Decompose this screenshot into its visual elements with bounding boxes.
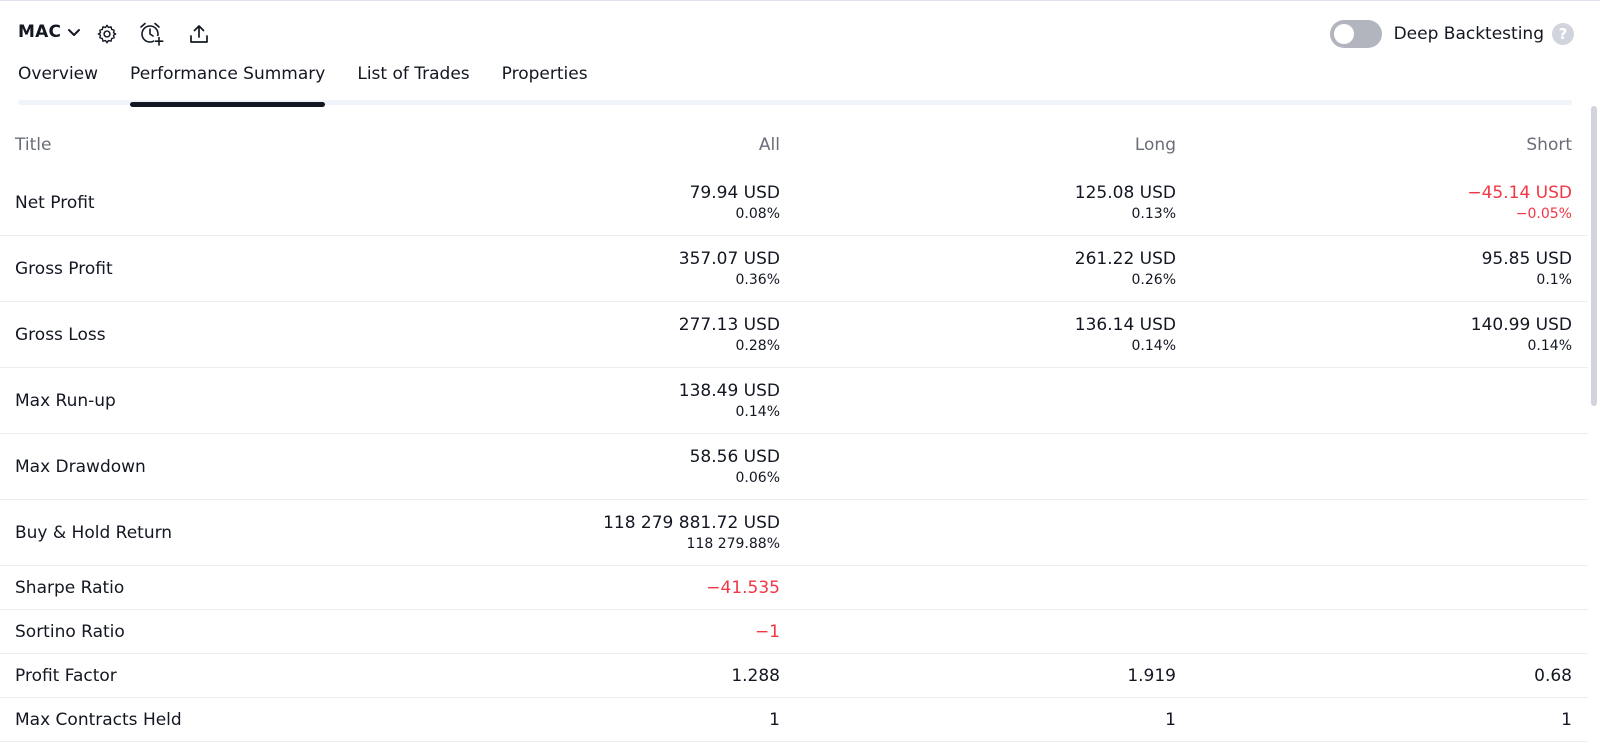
value: 1 [1561, 709, 1572, 730]
cell-short: 140.99 USD 0.14% [1471, 302, 1572, 367]
row-title: Max Drawdown [15, 456, 146, 477]
export-icon[interactable] [186, 21, 212, 47]
cell-short: 1 [1561, 698, 1572, 741]
table-row: Net Profit 79.94 USD 0.08% 125.08 USD 0.… [0, 170, 1588, 236]
header-all: All [758, 135, 780, 155]
value: 1.288 [731, 665, 780, 686]
tab-performance-summary[interactable]: Performance Summary [130, 64, 326, 107]
gear-icon[interactable] [94, 21, 120, 47]
value: 1 [769, 709, 780, 730]
cell-long: 136.14 USD 0.14% [1075, 302, 1176, 367]
percent: 0.06% [735, 469, 780, 486]
row-title: Net Profit [15, 192, 95, 213]
row-title: Sortino Ratio [15, 621, 125, 642]
cell-all: −1 [755, 610, 780, 653]
percent: 0.1% [1536, 271, 1572, 288]
cell-short: −45.14 USD −0.05% [1467, 170, 1572, 235]
scrollbar-thumb[interactable] [1591, 106, 1597, 406]
header-long: Long [1134, 135, 1176, 155]
tab-overview[interactable]: Overview [18, 64, 99, 84]
deep-backtesting: Deep Backtesting ? [1329, 20, 1574, 48]
cell-short: 0.68 [1534, 654, 1572, 697]
percent: 0.14% [1527, 337, 1572, 354]
cell-all: 138.49 USD 0.14% [679, 368, 780, 433]
cell-long: 125.08 USD 0.13% [1075, 170, 1176, 235]
table-header: Title All Long Short [0, 120, 1588, 170]
value: 261.22 USD [1074, 248, 1176, 269]
value: 58.56 USD [689, 446, 780, 467]
vertical-scrollbar[interactable] [1588, 100, 1600, 750]
table-row: Max Drawdown 58.56 USD 0.06% [0, 434, 1588, 500]
value: 125.08 USD [1074, 182, 1176, 203]
cell-short: 95.85 USD 0.1% [1482, 236, 1572, 301]
value: 357.07 USD [678, 248, 780, 269]
performance-table: Title All Long Short Net Profit 79.94 US… [0, 120, 1588, 742]
percent: 0.14% [735, 403, 780, 420]
value: 79.94 USD [689, 182, 780, 203]
cell-all: 79.94 USD 0.08% [690, 170, 780, 235]
tabs-divider [18, 100, 1572, 105]
table-row: Sharpe Ratio −41.535 [0, 566, 1588, 610]
header-title: Title [15, 135, 52, 155]
percent: 0.36% [735, 271, 780, 288]
row-title: Gross Profit [15, 258, 113, 279]
symbol-selector[interactable]: MAC [18, 22, 81, 42]
top-border [0, 0, 1600, 1]
value: 1.919 [1127, 665, 1176, 686]
value: −41.535 [706, 577, 780, 598]
help-icon[interactable]: ? [1552, 23, 1574, 45]
percent: 0.28% [735, 337, 780, 354]
cell-all: 118 279 881.72 USD 118 279.88% [603, 500, 780, 565]
table-row: Gross Loss 277.13 USD 0.28% 136.14 USD 0… [0, 302, 1588, 368]
value: 0.68 [1534, 665, 1572, 686]
row-title: Buy & Hold Return [15, 522, 173, 543]
chevron-down-icon [67, 25, 81, 39]
row-title: Gross Loss [15, 324, 106, 345]
symbol-label: MAC [18, 22, 62, 42]
cell-long: 1.919 [1127, 654, 1176, 697]
value: 140.99 USD [1470, 314, 1572, 335]
cell-all: 357.07 USD 0.36% [679, 236, 780, 301]
percent: 0.14% [1131, 337, 1176, 354]
value: −45.14 USD [1467, 182, 1572, 203]
tab-bar: Overview Performance Summary List of Tra… [18, 64, 620, 107]
value: 118 279 881.72 USD [603, 512, 780, 533]
cell-all: 1.288 [731, 654, 780, 697]
toggle-knob [1333, 24, 1354, 44]
tab-properties[interactable]: Properties [501, 64, 588, 84]
value: 138.49 USD [678, 380, 780, 401]
value: 136.14 USD [1074, 314, 1176, 335]
cell-all: −41.535 [706, 566, 780, 609]
value: 1 [1165, 709, 1176, 730]
header-short: Short [1526, 135, 1572, 155]
alarm-add-icon[interactable] [138, 21, 164, 47]
deep-backtesting-label: Deep Backtesting [1393, 24, 1544, 44]
value: −1 [754, 621, 780, 642]
cell-long: 1 [1165, 698, 1176, 741]
cell-long: 261.22 USD 0.26% [1075, 236, 1176, 301]
table-row: Max Contracts Held 1 1 1 [0, 698, 1588, 742]
row-title: Max Run-up [15, 390, 116, 411]
value: 95.85 USD [1481, 248, 1572, 269]
tab-list-of-trades[interactable]: List of Trades [357, 64, 470, 84]
percent: 0.08% [735, 205, 780, 222]
percent: 0.13% [1131, 205, 1176, 222]
row-title: Profit Factor [15, 665, 117, 686]
cell-all: 1 [769, 698, 780, 741]
deep-backtesting-toggle[interactable] [1329, 20, 1382, 48]
percent: −0.05% [1515, 205, 1572, 222]
percent: 0.26% [1131, 271, 1176, 288]
table-row: Profit Factor 1.288 1.919 0.68 [0, 654, 1588, 698]
toolbar: MAC Deep Backtesting ? [0, 10, 1600, 58]
cell-all: 58.56 USD 0.06% [690, 434, 780, 499]
percent: 118 279.88% [686, 535, 780, 552]
table-row: Buy & Hold Return 118 279 881.72 USD 118… [0, 500, 1588, 566]
table-row: Max Run-up 138.49 USD 0.14% [0, 368, 1588, 434]
value: 277.13 USD [678, 314, 780, 335]
table-row: Sortino Ratio −1 [0, 610, 1588, 654]
row-title: Sharpe Ratio [15, 577, 125, 598]
table-row: Gross Profit 357.07 USD 0.36% 261.22 USD… [0, 236, 1588, 302]
cell-all: 277.13 USD 0.28% [679, 302, 780, 367]
row-title: Max Contracts Held [15, 709, 182, 730]
